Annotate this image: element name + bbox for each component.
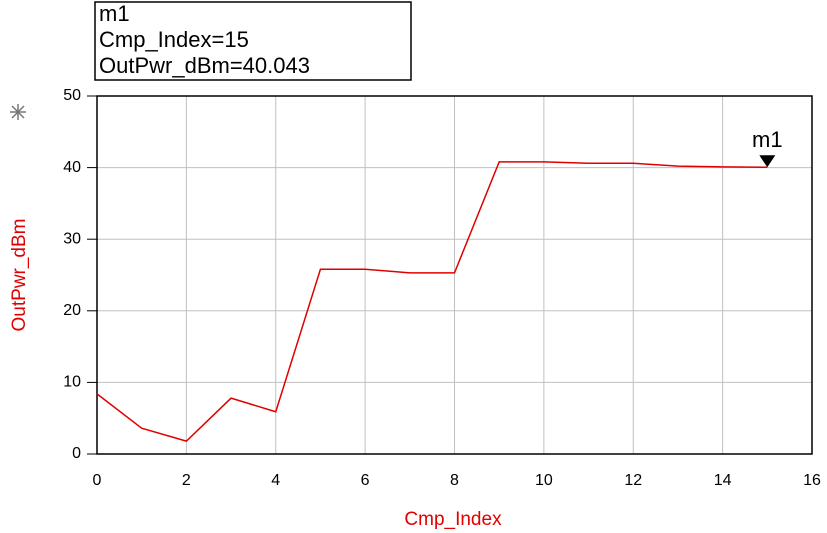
y-tick-label: 30 (63, 230, 81, 247)
y-tick-label: 0 (72, 445, 81, 462)
plot-frame (96, 95, 813, 455)
marker-label: m1 (752, 127, 783, 152)
x-tick-label: 14 (714, 472, 732, 489)
x-tick-label: 0 (93, 472, 102, 489)
marker-x: Cmp_Index=15 (99, 27, 249, 52)
x-tick-label: 6 (361, 472, 370, 489)
x-tick-label: 12 (624, 472, 642, 489)
y-axis-title: OutPwr_dBm (9, 219, 30, 332)
marker-y: OutPwr_dBm=40.043 (99, 53, 310, 78)
x-tick-label: 16 (803, 472, 821, 489)
y-tick-label: 50 (63, 87, 81, 104)
x-axis-title: Cmp_Index (404, 509, 502, 530)
y-tick-label: 10 (63, 374, 81, 391)
y-tick-label: 40 (63, 159, 81, 176)
x-tick-label: 4 (271, 472, 280, 489)
x-tick-label: 10 (535, 472, 553, 489)
marker-box (94, 1, 412, 81)
y-tick-label: 20 (63, 302, 81, 319)
x-tick-label: 2 (182, 472, 191, 489)
logo-icon (10, 104, 26, 120)
marker-name: m1 (99, 1, 130, 26)
x-tick-label: 8 (450, 472, 459, 489)
series-line (96, 161, 768, 442)
marker-triangle (759, 155, 776, 168)
